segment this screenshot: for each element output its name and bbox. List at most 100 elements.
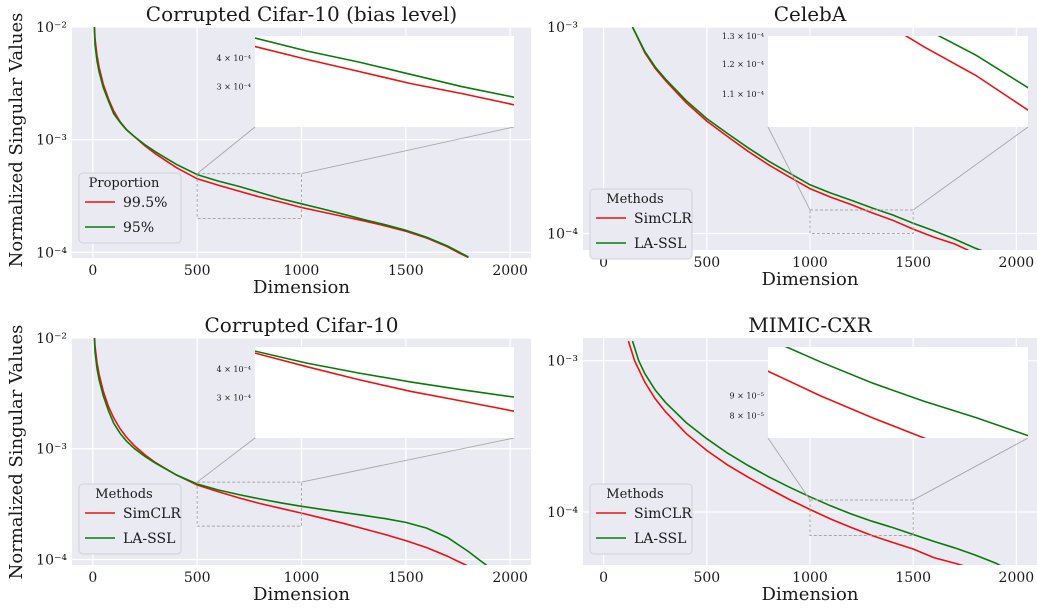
series-group	[93, 338, 488, 565]
inset-y-tick-label: 8 × 10⁻⁵	[730, 411, 765, 420]
y-tick-label: 10⁻⁴	[547, 505, 578, 521]
inset-series-line	[255, 45, 514, 106]
inset-connector	[767, 437, 811, 501]
legend-label: SimCLR	[634, 211, 692, 227]
inset-connector	[301, 437, 515, 483]
legend-label: 99.5%	[123, 195, 167, 211]
series-group	[93, 27, 469, 258]
legend-label: SimCLR	[123, 506, 181, 522]
x-tick-label: 2000	[492, 263, 528, 279]
x-tick-label: 1000	[792, 570, 828, 586]
y-tick-label: 10⁻³	[36, 442, 67, 458]
chart-title: Corrupted Cifar-10 (bias level)	[146, 2, 457, 26]
series-line-99-5-	[93, 27, 469, 258]
legend-box	[78, 172, 182, 244]
legend-title: Methods	[606, 487, 663, 502]
legend-title: Methods	[606, 192, 663, 207]
ylabel-bottom: Normalized Singular Values	[6, 325, 27, 580]
inset-area	[768, 36, 1028, 127]
panel-mimic: 0 500 1000 1500 2000 10⁻⁴ 10⁻³ MIMIC-CXR Dimensi…	[547, 313, 1037, 605]
x-tick-label: 500	[184, 263, 211, 279]
legend-label: 95%	[123, 220, 154, 236]
series-line-la-ssl	[93, 338, 488, 565]
series-line-simclr	[631, 27, 970, 250]
zoom-region	[196, 481, 303, 527]
inset-y-tick-label: 4 × 10⁻⁴	[217, 365, 252, 374]
x-tick-label: 500	[693, 570, 720, 586]
x-tick-label: 0	[88, 570, 97, 586]
x-tick-label: 0	[88, 263, 97, 279]
y-tick-label: 10⁻⁴	[36, 245, 67, 261]
legend-box	[78, 483, 182, 555]
x-tick-label: 1500	[388, 570, 424, 586]
legend-label: LA-SSL	[123, 531, 175, 547]
x-tick-label: 1500	[388, 263, 424, 279]
x-tick-label: 2000	[999, 570, 1035, 586]
x-tick-label: 1500	[895, 570, 931, 586]
inset-series-line	[255, 350, 514, 398]
inset-connector	[301, 126, 515, 175]
x-tick-label: 1500	[895, 255, 931, 271]
inset-series-line	[255, 37, 514, 99]
inset-connector	[912, 126, 1029, 211]
legend-label: SimCLR	[634, 506, 692, 522]
chart-title: CelebA	[774, 2, 847, 26]
chart-title: Corrupted Cifar-10	[205, 313, 399, 337]
x-tick-label: 0	[599, 570, 608, 586]
inset-connector	[196, 437, 256, 483]
x-tick-label: 500	[184, 570, 211, 586]
legend: Methods SimCLR LA-SSL	[78, 483, 182, 555]
legend-label: LA-SSL	[634, 531, 686, 547]
series-line-simclr	[627, 340, 965, 565]
legend: Methods SimCLR LA-SSL	[589, 188, 693, 260]
zoom-region	[809, 209, 914, 234]
panel-cifar: 0 500 1000 1500 2000 10⁻⁴ 10⁻³ 10⁻² Corrupted Ci…	[36, 313, 531, 605]
zoom-region	[809, 499, 914, 536]
series-group	[627, 340, 1002, 565]
inset-series-line	[255, 352, 514, 413]
x-axis-label: Dimension	[762, 269, 859, 290]
series-line-simclr	[93, 338, 468, 565]
x-axis-label: Dimension	[762, 584, 859, 605]
x-tick-label: 1000	[284, 570, 320, 586]
legend-title: Methods	[95, 487, 152, 502]
inset-y-tick-label: 1.1 × 10⁻⁴	[722, 90, 764, 99]
inset-y-tick-label: 9 × 10⁻⁵	[730, 392, 765, 401]
inset-y-tick-label: 1.2 × 10⁻⁴	[722, 60, 764, 69]
inset-y-tick-label: 4 × 10⁻⁴	[217, 54, 252, 63]
zoom-region	[196, 173, 303, 219]
legend: Methods SimCLR LA-SSL	[589, 483, 693, 555]
series-line-la-ssl	[631, 340, 1002, 565]
series-line-la-ssl	[631, 27, 983, 250]
inset-plot: 1.3 × 10⁻⁴ 1.2 × 10⁻⁴ 1.1 × 10⁻⁴	[722, 32, 1028, 127]
legend-box	[589, 483, 693, 555]
y-tick-label: 10⁻⁴	[36, 552, 67, 568]
x-tick-label: 1000	[792, 255, 828, 271]
x-tick-label: 500	[693, 255, 720, 271]
x-tick-label: 0	[599, 255, 608, 271]
inset-plot: 4 × 10⁻⁴ 3 × 10⁻⁴	[217, 36, 514, 127]
panel-celeba: 0 500 1000 1500 2000 10⁻⁴ 10⁻³ CelebA Dimension 1…	[547, 2, 1037, 290]
ylabel-top: Normalized Singular Values	[6, 13, 27, 268]
legend-label: LA-SSL	[634, 236, 686, 252]
inset-connector	[912, 437, 1029, 501]
legend-box	[589, 188, 693, 260]
inset-plot: 9 × 10⁻⁵ 8 × 10⁻⁵	[730, 347, 1028, 438]
y-tick-label: 10⁻³	[36, 133, 67, 149]
y-tick-label: 10⁻³	[547, 20, 578, 36]
panel-cifar-bias: 0 500 1000 1500 2000 10⁻⁴ 10⁻³ 10⁻² Corrupted Ci…	[36, 2, 531, 298]
y-tick-label: 10⁻²	[36, 20, 67, 36]
inset-plot: 4 × 10⁻⁴ 3 × 10⁻⁴	[217, 347, 514, 438]
chart-title: MIMIC-CXR	[748, 313, 872, 337]
inset-y-tick-label: 3 × 10⁻⁴	[217, 83, 252, 92]
inset-connector	[196, 126, 256, 174]
inset-y-tick-label: 3 × 10⁻⁴	[217, 394, 252, 403]
series-line-95-	[93, 27, 469, 258]
y-tick-label: 10⁻⁴	[547, 226, 578, 242]
x-tick-label: 2000	[999, 255, 1035, 271]
x-axis-label: Dimension	[253, 277, 350, 298]
inset-y-tick-label: 1.3 × 10⁻⁴	[722, 32, 764, 41]
inset-area	[255, 36, 514, 127]
inset-connector	[767, 126, 811, 211]
